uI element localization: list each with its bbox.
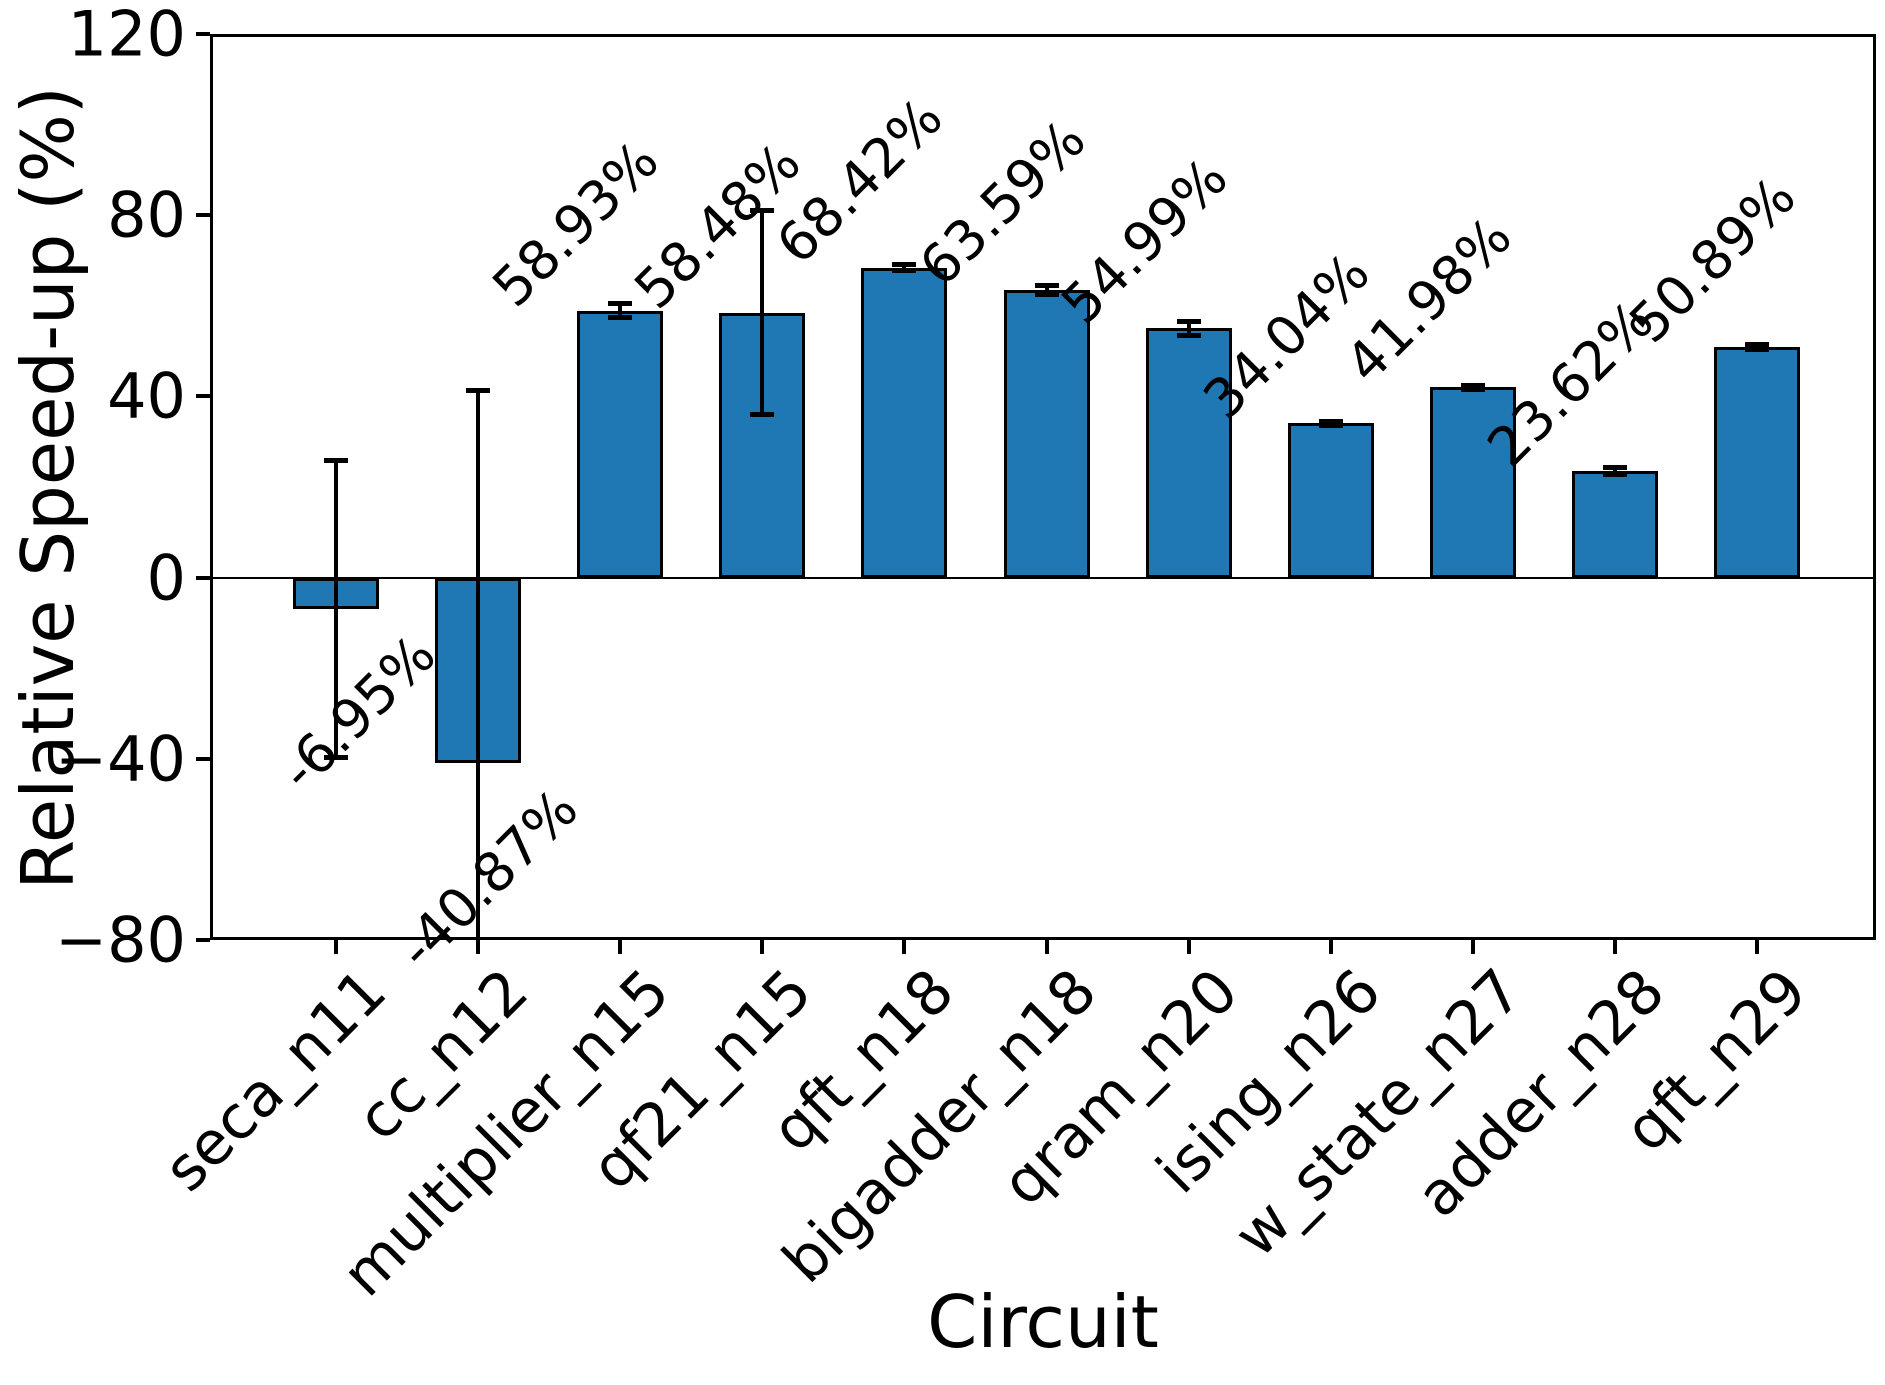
y-tick-mark — [196, 213, 210, 218]
error-cap-top — [1460, 382, 1485, 388]
x-axis-label-text: Circuit — [927, 1280, 1159, 1364]
error-cap-bottom — [750, 412, 775, 418]
error-cap-top — [1745, 342, 1769, 348]
error-bar-multiplier_n15 — [618, 303, 623, 318]
y-tick-mark — [196, 575, 210, 580]
x-tick-mark — [1612, 940, 1617, 954]
x-tick-mark — [618, 940, 623, 954]
error-cap-top — [324, 458, 348, 464]
error-cap-bottom — [1602, 471, 1627, 477]
error-bar-cc_n12 — [476, 389, 481, 940]
error-cap-bottom — [324, 754, 348, 760]
y-tick-mark — [196, 32, 210, 36]
error-cap-bottom — [1034, 291, 1059, 297]
y-tick-label: −80 — [55, 903, 186, 977]
y-tick-label: 120 — [67, 0, 186, 71]
x-tick-mark — [1328, 940, 1333, 954]
x-tick-mark — [1044, 940, 1049, 954]
bar-multiplier_n15 — [577, 310, 664, 578]
error-cap-bottom — [608, 314, 633, 320]
x-tick-mark — [1470, 940, 1475, 954]
error-cap-top — [1318, 418, 1343, 424]
error-cap-bottom — [1460, 387, 1485, 393]
error-bar-bigadder_n18 — [1044, 284, 1049, 295]
error-cap-top — [892, 262, 917, 268]
y-tick-label: 0 — [146, 541, 186, 615]
bar-qft_n29 — [1714, 347, 1800, 578]
error-cap-top — [466, 387, 491, 393]
error-cap-bottom — [1745, 346, 1769, 352]
error-cap-bottom — [892, 267, 917, 273]
y-tick-label: 40 — [107, 359, 186, 433]
y-tick-label: 80 — [107, 178, 186, 252]
y-tick-label: −40 — [55, 722, 186, 796]
error-bar-qft_n18 — [902, 264, 907, 271]
bar-bigadder_n18 — [1003, 289, 1090, 578]
y-tick-mark — [196, 938, 210, 942]
x-tick-mark — [760, 940, 765, 954]
bar-qft_n18 — [861, 267, 948, 578]
error-bar-qf21_n15 — [760, 210, 765, 416]
bar-adder_n28 — [1571, 470, 1658, 578]
error-cap-top — [1034, 282, 1059, 288]
error-bar-qram_n20 — [1186, 320, 1191, 337]
y-tick-mark — [196, 394, 210, 399]
error-cap-bottom — [1318, 423, 1343, 429]
x-tick-mark — [1186, 940, 1191, 954]
bar-ising_n26 — [1287, 423, 1374, 578]
error-cap-top — [1176, 318, 1201, 324]
x-tick-mark — [1755, 940, 1759, 954]
error-cap-top — [608, 301, 633, 307]
error-cap-top — [1602, 464, 1627, 470]
error-cap-top — [750, 208, 775, 214]
x-tick-label-seca_n11: seca_n11 — [150, 956, 400, 1206]
x-tick-mark — [476, 940, 481, 954]
bar-w_state_n27 — [1429, 387, 1516, 578]
error-bar-seca_n11 — [334, 460, 338, 758]
error-cap-bottom — [1176, 333, 1201, 339]
x-tick-mark — [902, 940, 907, 954]
zero-line — [210, 576, 1876, 579]
error-bar-adder_n28 — [1612, 466, 1617, 475]
y-tick-mark — [196, 756, 210, 761]
x-tick-mark — [334, 940, 338, 954]
